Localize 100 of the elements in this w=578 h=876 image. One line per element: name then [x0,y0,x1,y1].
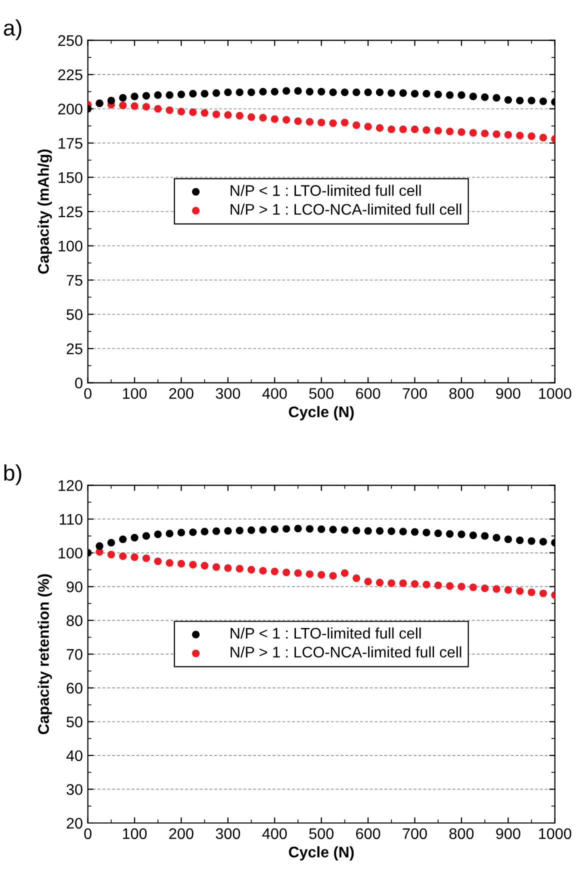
point [422,528,430,536]
point [270,525,278,534]
y-tick-label: 70 [66,649,82,660]
x-tick-label: 0 [84,828,92,840]
y-tick-label: 120 [58,480,82,491]
point [166,530,174,538]
point [516,536,524,544]
y-tick-label: 175 [58,138,82,149]
point [130,92,138,100]
point [458,91,466,99]
point [236,112,244,120]
point [119,536,127,544]
point [130,553,138,562]
point [248,88,256,96]
point [446,530,454,538]
point [318,88,326,96]
point [481,584,489,592]
point [458,128,466,136]
point [248,566,256,574]
x-tick-label: 1000 [539,828,572,840]
point [469,92,477,100]
point [528,588,536,596]
x-tick-label: 800 [449,828,474,840]
x-tick-label: 1000 [539,388,572,399]
y-tick-label: 50 [66,716,82,728]
point [352,121,360,130]
legend-label: N/P > 1 : LCO-NCA-limited full cell [230,204,462,215]
point [410,90,419,98]
x-tick-label: 400 [262,828,287,840]
point [446,128,454,136]
point [410,580,419,588]
point [410,528,419,536]
point [294,117,302,125]
x-axis-title: Cycle (N) [288,406,354,420]
point [388,579,396,588]
point [340,526,349,534]
point [200,562,208,570]
x-tick-label: 100 [122,828,147,840]
point [107,96,116,104]
point [189,90,197,98]
y-tick-label: 75 [66,275,82,286]
point [119,94,127,102]
point [376,578,384,586]
point [154,91,162,99]
point [504,536,512,544]
point [212,527,220,536]
y-tick-label: 30 [66,784,82,795]
point [329,572,337,580]
point [434,529,442,538]
point [434,90,442,98]
point [212,89,220,97]
point [352,574,360,582]
point [539,97,548,106]
x-tick-label: 400 [262,388,287,399]
point [270,568,278,576]
point [282,87,290,95]
point [376,527,384,535]
point [481,130,489,138]
y-tick-label: 100 [58,548,82,559]
point [119,552,127,560]
point [399,579,407,588]
point [177,528,186,536]
x-tick-label: 700 [402,388,427,399]
point [388,527,396,536]
point [492,94,500,102]
chart-title: a) [4,19,22,40]
point [142,102,150,111]
point [294,524,302,532]
x-tick-label: 900 [496,828,520,840]
point [270,88,278,96]
point [282,525,290,533]
y-tick-label: 225 [58,69,82,80]
point [458,530,466,538]
point [469,128,477,137]
point [329,119,337,127]
point [166,106,174,114]
point [388,126,396,134]
legend-label: N/P < 1 : LTO-limited full cell [230,627,421,639]
point [446,91,454,99]
point [318,525,326,534]
y-tick-label: 40 [66,750,82,762]
point [318,570,326,579]
point [469,531,477,540]
point [189,528,197,536]
point [142,92,150,100]
x-tick-label: 600 [356,388,380,399]
point [492,534,500,542]
point [434,581,442,590]
point [154,530,162,538]
point [294,569,302,577]
point [306,570,314,578]
point [189,108,197,116]
x-tick-label: 0 [84,388,92,399]
point [528,132,536,140]
point [329,88,337,96]
y-tick-label: 60 [66,682,82,694]
point [516,96,524,104]
y-tick-label: 50 [66,309,82,320]
point [376,88,384,96]
y-tick-label: 150 [58,172,82,183]
